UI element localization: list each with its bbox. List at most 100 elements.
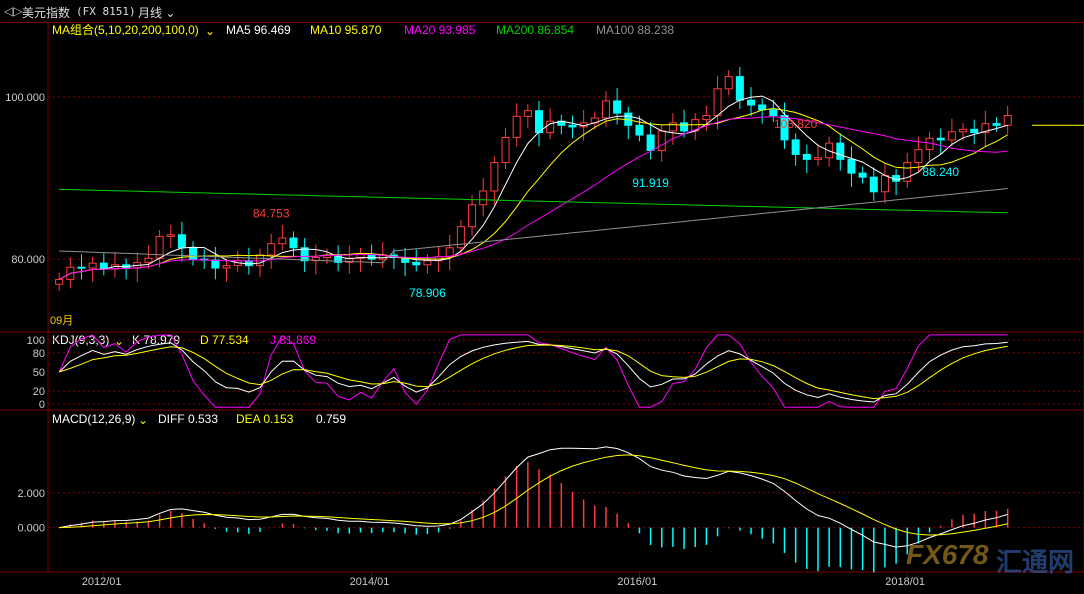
candle-body: [166, 234, 175, 237]
candle-body: [177, 234, 186, 249]
x-tick-label: 2018/01: [885, 576, 925, 588]
legend-item: KDJ(9,3,3): [52, 333, 109, 347]
legend-item: DIFF 0.533: [158, 412, 218, 426]
legend-item: MA10 95.870: [310, 23, 382, 37]
candle-body: [802, 153, 811, 160]
legend-item: MA20 93.985: [404, 23, 476, 37]
candle-body: [211, 259, 220, 269]
legend-item: MA100 88.238: [596, 23, 674, 37]
candle-body: [970, 128, 979, 134]
candle-body: [959, 128, 968, 133]
candle-body: [601, 100, 610, 119]
candle-body: [869, 176, 878, 193]
kdj-tick-label: 100: [27, 335, 45, 347]
candle-body: [77, 266, 86, 269]
price-annotation: 103.820: [774, 117, 818, 131]
candle-body: [468, 204, 477, 228]
candle-body: [267, 243, 276, 256]
ma200-line: [59, 188, 1008, 214]
candle-body: [55, 278, 64, 285]
ma100-line: [59, 188, 1008, 264]
x-tick-label: 2014/01: [350, 576, 390, 588]
instrument-code: (FX 8151): [76, 5, 136, 18]
price-annotation: 78.906: [409, 286, 446, 300]
candle-body: [836, 142, 845, 160]
candle-body: [769, 109, 778, 117]
candle-body: [412, 261, 421, 266]
candle-body: [702, 115, 711, 121]
price-tick-label: 100.000: [5, 92, 45, 104]
kdj-d-line: [59, 344, 1008, 400]
candle-body: [222, 265, 231, 269]
legend-item: MA5 96.469: [226, 23, 291, 37]
ma5-line: [58, 95, 1008, 280]
instrument-name: 美元指数: [22, 6, 71, 20]
candle-body: [903, 162, 912, 182]
x-tick-label: 2016/01: [617, 576, 657, 588]
title-bar: ◁▷ 美元指数 (FX 8151) 月线 ⌄: [0, 0, 1084, 23]
candle-body: [490, 162, 499, 192]
legend-item: MA200 86.854: [496, 23, 574, 37]
candle-body: [724, 76, 733, 90]
back-arrow-icon[interactable]: ◁▷: [4, 4, 23, 18]
candle-body: [981, 123, 990, 134]
kdj-tick-label: 0: [39, 399, 45, 411]
candle-body: [758, 104, 767, 111]
legend-item: DEA 0.153: [236, 412, 294, 426]
candle-body: [880, 175, 889, 193]
candle-body: [646, 134, 655, 151]
legend-item: MA组合(5,10,20,200,100,0): [52, 22, 199, 37]
chevron-down-icon: ⌄: [165, 6, 176, 20]
start-month-label: 09月: [50, 315, 73, 327]
candle-body: [668, 122, 677, 132]
candle-body: [1003, 115, 1012, 126]
ma10-line: [58, 107, 1008, 280]
price-annotation: 91.919: [632, 176, 669, 190]
candle-body: [278, 237, 287, 245]
candle-body: [456, 226, 465, 249]
candle-body: [657, 130, 666, 151]
price-annotation: 84.753: [253, 206, 290, 220]
kdj-j-line: [58, 334, 1008, 408]
kdj-k-line: [58, 340, 1008, 403]
period-label: 月线: [138, 6, 163, 20]
price-annotation: 88.240: [922, 165, 959, 179]
kdj-tick-label: 80: [33, 348, 45, 360]
candle-body: [992, 123, 1001, 126]
candle-body: [914, 149, 923, 164]
kdj-tick-label: 20: [33, 386, 45, 398]
macd-tick-label: 0.000: [17, 523, 45, 535]
x-tick-label: 2012/01: [82, 576, 122, 588]
price-tick-label: 80.000: [11, 254, 45, 266]
price-annotation: 97.711: [1023, 22, 1059, 25]
chevron-down-icon: ⌄: [205, 24, 215, 38]
period-selector[interactable]: 月线 ⌄: [138, 4, 175, 21]
kdj-tick-label: 50: [33, 367, 45, 379]
candle-body: [300, 247, 309, 262]
candle-body: [289, 237, 298, 249]
candle-body: [423, 260, 432, 266]
macd-dea-line: [59, 454, 1008, 536]
candle-body: [747, 99, 756, 106]
candle-body: [713, 88, 722, 117]
candle-body: [512, 115, 521, 138]
candle-body: [813, 157, 822, 160]
candle-body: [535, 110, 543, 134]
legend-item: 0.759: [316, 412, 346, 426]
plot-frame: [47, 22, 1084, 573]
chevron-down-icon: ⌄: [114, 334, 124, 348]
fx678-watermark: FX678 汇通网: [888, 536, 1078, 577]
candle-body: [88, 262, 97, 269]
candle-body: [847, 158, 856, 174]
legend-item: MACD(12,26,9): [52, 412, 135, 426]
candlestick-chart[interactable]: 100.000 80.000 84.753 78.906 103.820 91.919 88…: [0, 22, 1084, 594]
candle-body: [189, 247, 198, 260]
candle-body: [735, 76, 744, 101]
candle-body: [568, 124, 577, 128]
candle-body: [635, 124, 644, 136]
candle-body: [501, 136, 510, 164]
candle-body: [936, 137, 945, 141]
candle-body: [99, 262, 108, 270]
candle-body: [613, 100, 622, 114]
candle-body: [947, 131, 956, 141]
